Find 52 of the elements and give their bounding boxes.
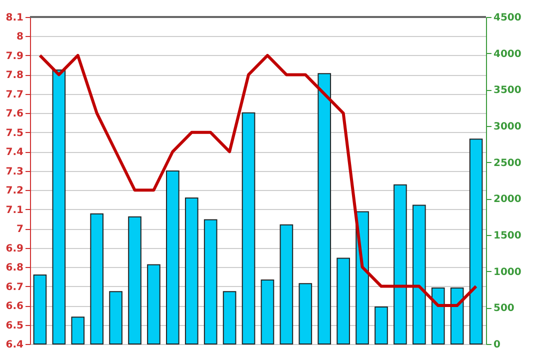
y-tick-label: 7.7 <box>6 89 24 100</box>
y-tick-label: 7.1 <box>6 204 24 216</box>
bar <box>412 204 426 344</box>
bar <box>128 216 142 344</box>
bar <box>147 264 160 344</box>
y-tick-label: 8 <box>16 32 24 43</box>
bar <box>336 258 350 344</box>
y-tick-label: 6.8 <box>6 262 24 274</box>
bar <box>71 316 85 344</box>
bar <box>204 219 218 344</box>
y-tick-label: 7 <box>16 224 24 236</box>
bar <box>166 170 180 344</box>
y-tick-label: 7.8 <box>6 70 24 82</box>
bar <box>280 224 294 344</box>
bar <box>90 213 104 344</box>
bar <box>52 70 66 344</box>
bar <box>260 280 274 344</box>
y-tick-label: 6.9 <box>6 243 24 254</box>
y2-tick-label: 0 <box>494 340 500 350</box>
y-tick-label: 7.3 <box>6 166 24 178</box>
bar <box>431 288 445 344</box>
y-tick-label: 6.5 <box>6 320 24 332</box>
y2-tick-label: 1000 <box>494 266 522 278</box>
y-tick-label: 6.6 <box>6 301 24 312</box>
bar <box>450 288 464 344</box>
bar <box>469 138 483 344</box>
y-tick-label: 7.5 <box>6 128 24 139</box>
bar <box>318 73 332 344</box>
bar <box>109 291 122 344</box>
bar <box>298 283 312 344</box>
y-tick-label: 8.1 <box>6 12 24 24</box>
y-tick-label: 6.7 <box>6 282 24 293</box>
y2-tick-label: 4500 <box>494 12 522 24</box>
bar <box>33 274 47 344</box>
y-tick-label: 6.4 <box>6 340 24 350</box>
bar <box>184 197 198 344</box>
y-tick-label: 7.6 <box>6 108 24 120</box>
y-tick-label: 7.9 <box>6 50 24 62</box>
y2-tick-label: 1500 <box>494 230 522 242</box>
y2-tick-label: 2000 <box>494 194 522 206</box>
y-tick-label: 7.4 <box>6 147 24 158</box>
y-tick-label: 7.2 <box>6 186 24 197</box>
y2-tick-label: 3000 <box>494 122 522 132</box>
bar <box>394 184 407 344</box>
line-series <box>38 54 478 308</box>
bar <box>374 306 388 344</box>
y2-tick-label: 3500 <box>494 85 522 96</box>
y2-tick-label: 500 <box>494 303 514 314</box>
bar <box>242 112 256 344</box>
y2-tick-label: 2500 <box>494 158 522 169</box>
y2-tick-label: 4000 <box>494 48 522 60</box>
bar <box>222 291 236 344</box>
